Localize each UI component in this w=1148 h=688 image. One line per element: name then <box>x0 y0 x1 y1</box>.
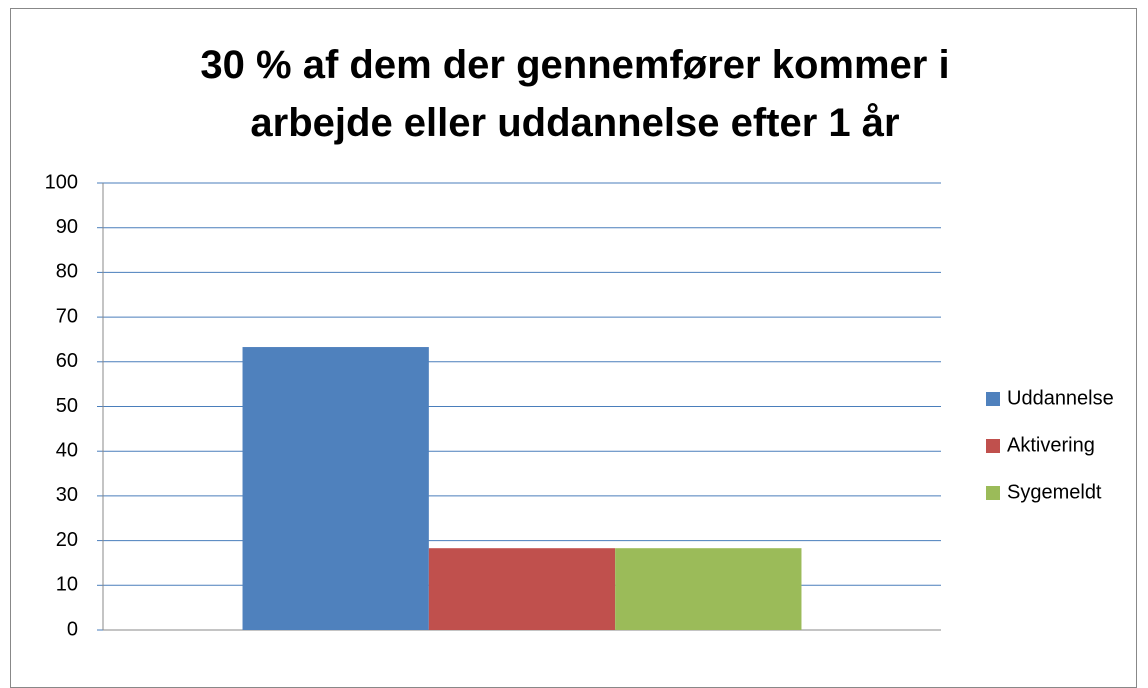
chart-title: 30 % af dem der gennemfører kommer i arb… <box>200 43 950 145</box>
legend-swatch <box>986 392 1000 406</box>
bar <box>428 548 616 630</box>
y-tick-label: 80 <box>56 261 78 283</box>
y-tick-label: 0 <box>67 618 78 640</box>
legend-label: Aktivering <box>1007 434 1095 456</box>
y-tick-label: 10 <box>56 574 78 596</box>
y-tick-label: 100 <box>45 171 78 193</box>
y-tick-label: 70 <box>56 305 78 327</box>
y-tick-label: 60 <box>56 350 78 372</box>
bar <box>615 548 802 630</box>
legend-label: Uddannelse <box>1007 387 1114 409</box>
legend-label: Sygemeldt <box>1007 481 1102 503</box>
y-tick-label: 90 <box>56 216 78 238</box>
y-tick-label: 50 <box>56 395 78 417</box>
y-tick-label: 20 <box>56 529 78 551</box>
bar <box>242 347 429 630</box>
y-tick-label: 30 <box>56 484 78 506</box>
legend-swatch <box>986 439 1000 453</box>
y-tick-label: 40 <box>56 439 78 461</box>
legend-swatch <box>986 486 1000 500</box>
